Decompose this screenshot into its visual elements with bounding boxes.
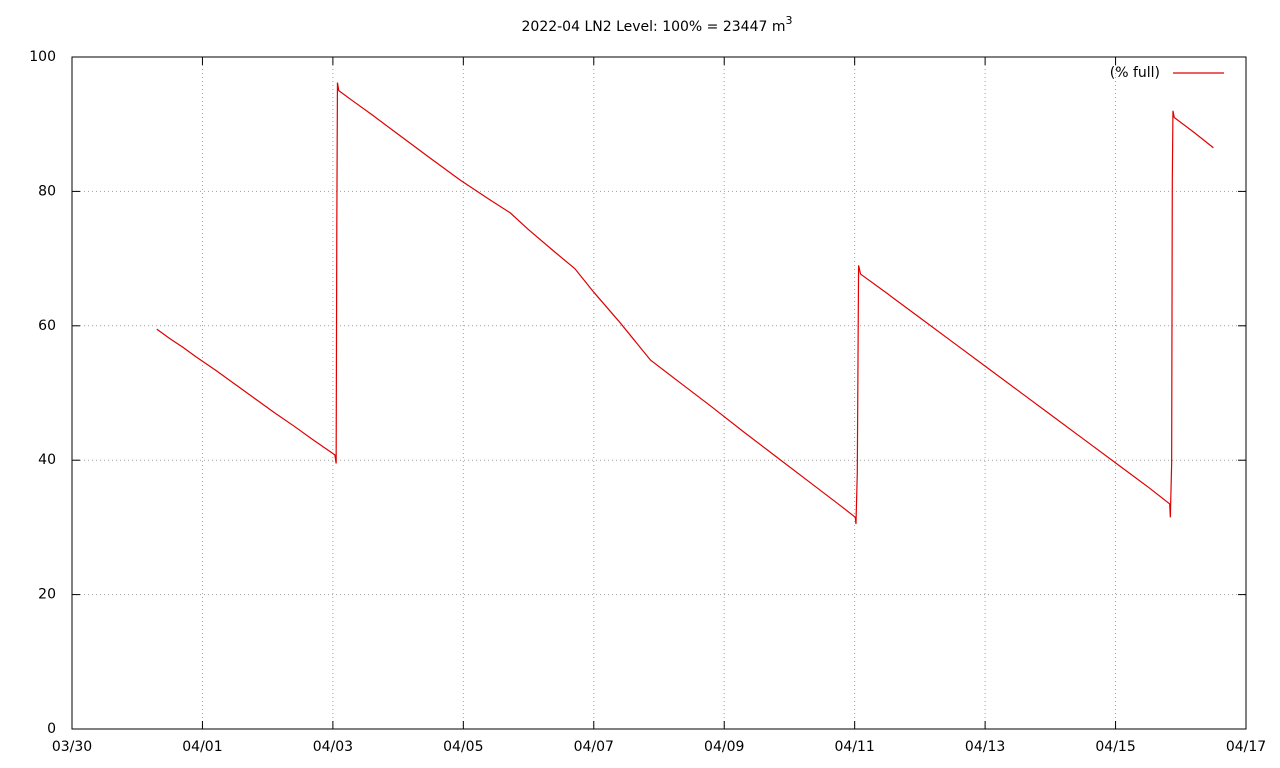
x-tick-label: 04/01 — [182, 739, 222, 755]
plot-frame — [71, 56, 1247, 730]
x-tick-label: 03/30 — [52, 739, 92, 755]
chart-title: 2022-04 LN2 Level: 100% = 23447 m3 — [522, 14, 793, 35]
data-line — [156, 82, 1214, 525]
title-superscript: 3 — [785, 14, 792, 27]
x-tick-label: 04/07 — [574, 739, 614, 755]
y-tick-label: 100 — [29, 49, 56, 65]
title-main: 2022-04 LN2 Level: 100% = 23447 m — [522, 19, 786, 35]
y-tick-label: 40 — [38, 452, 56, 468]
y-tick-label: 0 — [47, 721, 56, 737]
y-tick-label: 60 — [38, 318, 56, 334]
x-tick-label: 04/11 — [834, 739, 874, 755]
x-tick-label: 04/09 — [704, 739, 744, 755]
x-tick-label: 04/15 — [1095, 739, 1135, 755]
x-tick-label: 04/03 — [313, 739, 353, 755]
x-tick-label: 04/05 — [443, 739, 483, 755]
y-tick-label: 80 — [38, 183, 56, 199]
x-tick-label: 04/13 — [965, 739, 1005, 755]
legend-label: (% full) — [1110, 65, 1160, 81]
y-tick-label: 20 — [38, 587, 56, 603]
x-tick-label: 04/17 — [1226, 739, 1266, 755]
